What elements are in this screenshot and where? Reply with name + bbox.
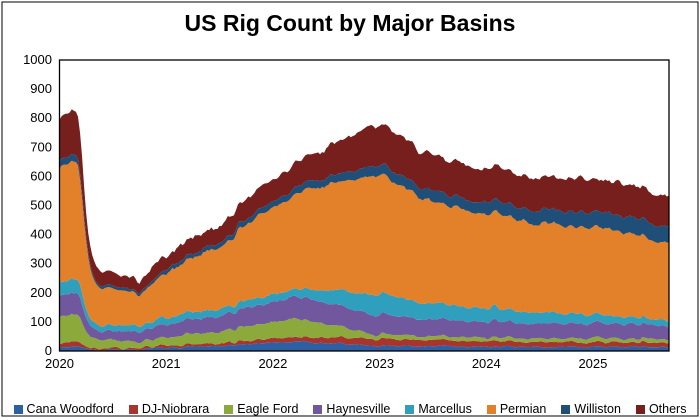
svg-text:500: 500 [30, 198, 52, 213]
svg-text:2025: 2025 [578, 356, 607, 371]
svg-text:600: 600 [30, 168, 52, 183]
svg-text:2020: 2020 [45, 356, 74, 371]
svg-text:2024: 2024 [472, 356, 501, 371]
svg-text:900: 900 [30, 81, 52, 96]
svg-text:2022: 2022 [258, 356, 287, 371]
svg-text:100: 100 [30, 314, 52, 329]
svg-text:400: 400 [30, 227, 52, 242]
svg-text:1000: 1000 [23, 52, 52, 67]
svg-text:US Rig Count by Major Basins: US Rig Count by Major Basins [185, 10, 516, 36]
svg-text:2023: 2023 [365, 356, 394, 371]
svg-text:800: 800 [30, 110, 52, 125]
svg-text:700: 700 [30, 139, 52, 154]
svg-text:2021: 2021 [152, 356, 181, 371]
svg-text:200: 200 [30, 285, 52, 300]
svg-text:300: 300 [30, 256, 52, 271]
